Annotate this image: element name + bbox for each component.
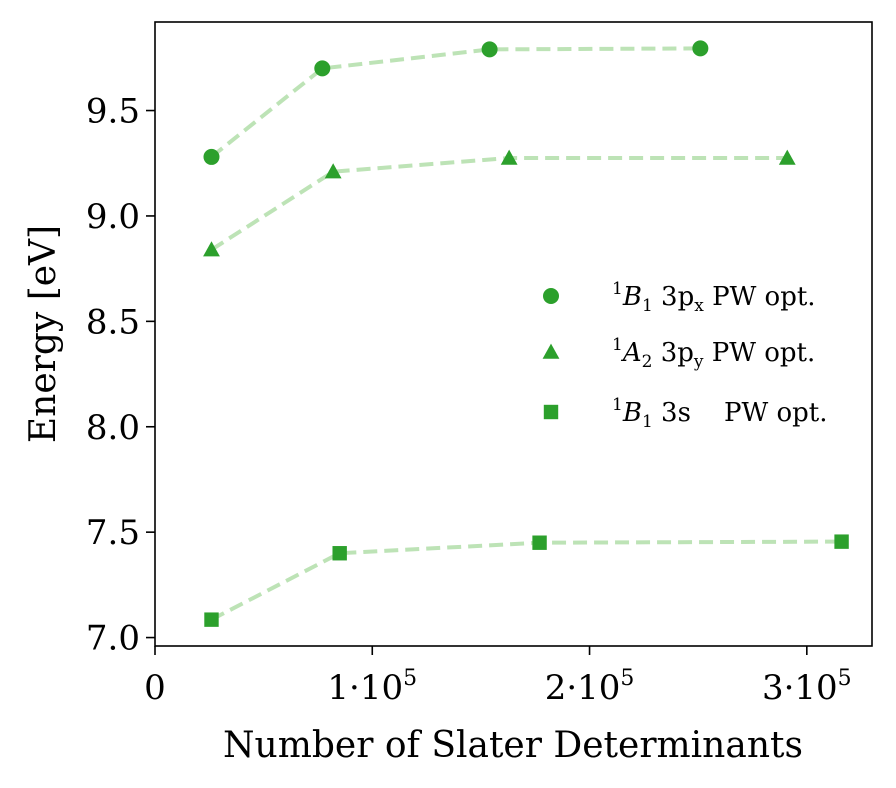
data-point-circle-1 [203,148,220,165]
data-point-circle-4 [692,40,709,57]
legend-label-circle: 1B1 3px PW opt. [612,279,816,316]
legend-label-triangle: 1A2 3py PW opt. [612,335,815,372]
data-point-square-1 [204,612,219,627]
data-point-square-3 [532,535,547,550]
legend-label-square: 1B1 3s PW opt. [612,395,827,432]
data-point-triangle-2 [324,163,342,179]
series-line-triangle [210,156,788,252]
legend: 1B1 3px PW opt. 1A2 3py PW opt. 1B1 3s PW … [542,279,827,432]
data-point-triangle-1 [203,241,220,257]
legend-marker-circle [543,288,559,304]
legend-marker-triangle [542,343,560,359]
data-point-circle-2 [314,60,331,77]
x-tick-label: 0 [144,668,166,708]
data-point-triangle-3 [500,149,518,165]
x-tick-label: 2·105 [545,666,635,708]
y-tick-label: 9.0 [86,197,140,237]
series-line-square [210,539,842,622]
x-tick-label: 3·105 [762,666,852,708]
data-point-triangle-4 [778,149,796,165]
data-point-square-2 [332,546,347,561]
y-tick-label: 8.0 [86,408,140,448]
y-tick-label: 7.5 [86,513,140,553]
plot-frame [154,21,873,647]
x-axis-label: Number of Slater Determinants [223,725,803,766]
y-tick-label: 9.5 [86,92,140,132]
data-point-circle-3 [481,41,498,58]
data-point-square-4 [834,534,849,549]
series-markers [203,40,849,627]
axis-ticks: 0 1·105 2·105 3·105 7.0 7.5 8.0 8.5 9.0 9.5 [86,92,852,708]
y-tick-label: 7.0 [86,619,140,659]
y-tick-label: 8.5 [86,302,140,342]
y-axis-label: Energy [eV] [23,225,64,443]
legend-marker-square [543,404,559,420]
x-tick-label: 1·105 [327,666,417,708]
series-lines [210,46,842,622]
series-line-circle [210,46,701,159]
